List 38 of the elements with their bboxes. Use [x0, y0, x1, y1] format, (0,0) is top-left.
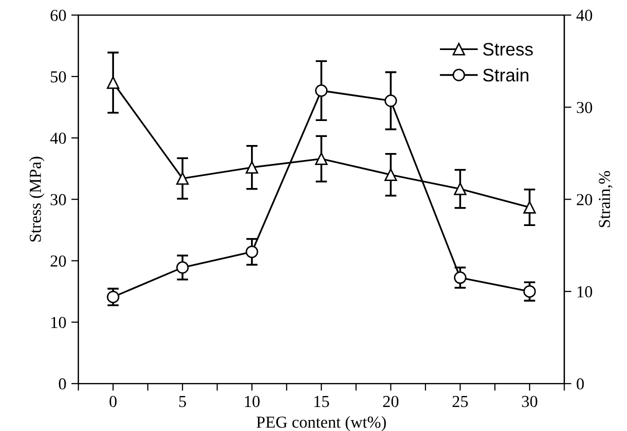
- x-tick-label: 10: [245, 396, 260, 408]
- y2-tick-label: 0: [576, 378, 584, 390]
- y2-tick-label: 30: [576, 102, 592, 114]
- point: [315, 152, 328, 166]
- y-tick-label: 30: [50, 194, 66, 206]
- y-tick-label: 60: [50, 10, 66, 22]
- point: [384, 94, 398, 108]
- x-tick-label: 25: [452, 396, 468, 408]
- x-tick-label: 0: [110, 396, 117, 408]
- legend-label: Stress: [483, 42, 533, 56]
- y2-axis-title: Strain,%: [598, 170, 612, 228]
- point: [523, 201, 536, 214]
- y-tick-label: 50: [50, 71, 66, 82]
- x-tick-label: 30: [522, 396, 538, 408]
- point: [106, 290, 120, 304]
- y2-tick-label: 20: [576, 194, 592, 206]
- x-axis-title: PEG content (wt%): [256, 416, 386, 431]
- point: [454, 182, 466, 196]
- point: [384, 168, 398, 182]
- y-axis-title: Stress (MPa): [29, 156, 44, 242]
- y2-tick-label: 10: [578, 286, 592, 298]
- point: [246, 246, 258, 258]
- point: [176, 261, 189, 274]
- point: [315, 84, 328, 97]
- point: [246, 161, 258, 174]
- y2-tick-label: 40: [576, 10, 592, 22]
- legend-label: Strain: [483, 68, 528, 82]
- y-tick-label: 0: [58, 378, 66, 390]
- point: [523, 285, 536, 298]
- x-tick-label: 20: [383, 396, 398, 408]
- y-tick-label: 20: [50, 255, 66, 267]
- point: [454, 271, 466, 284]
- x-tick-label: 5: [179, 396, 186, 408]
- x-tick-label: 15: [314, 396, 330, 408]
- point: [106, 76, 120, 89]
- y-tick-label: 40: [50, 132, 66, 144]
- point: [176, 172, 189, 185]
- y-tick-label: 10: [51, 316, 66, 328]
